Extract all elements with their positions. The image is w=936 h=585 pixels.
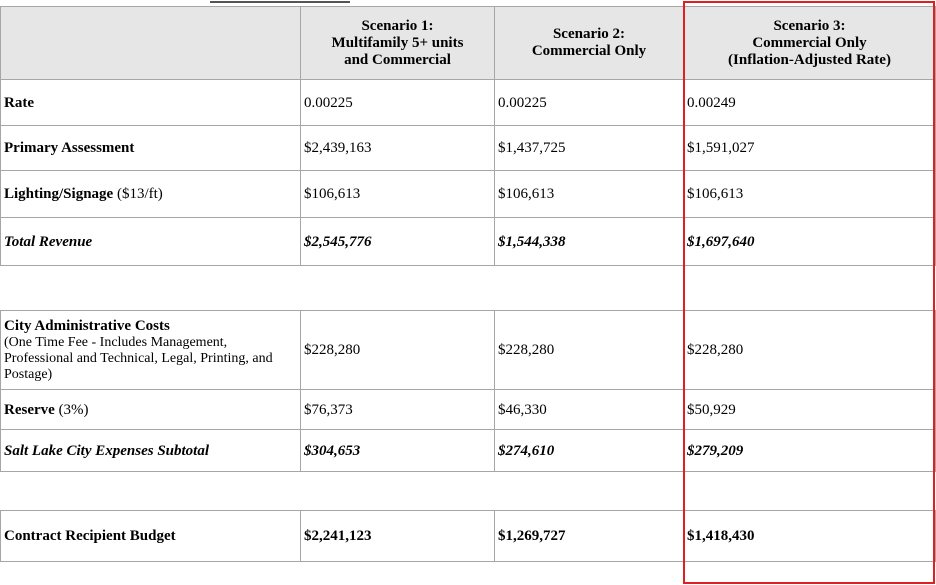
- spacer-cell: [0, 265, 301, 311]
- row-label: Reserve: [4, 401, 55, 418]
- row-label: Primary Assessment: [0, 125, 301, 171]
- row-note: (One Time Fee - Includes Management, Pro…: [4, 335, 273, 382]
- cell-scenario-2: $106,613: [494, 170, 684, 218]
- cell-scenario-1: $106,613: [300, 170, 495, 218]
- header-scenario-1: Scenario 1: Multifamily 5+ units and Com…: [300, 6, 495, 80]
- cell-scenario-3: $228,280: [683, 310, 936, 390]
- row-primary-assessment: Primary Assessment $2,439,163 $1,437,725…: [0, 125, 936, 171]
- cell-scenario-1: $2,439,163: [300, 125, 495, 171]
- row-label: Lighting/Signage: [4, 186, 114, 202]
- cell-scenario-3: $50,929: [683, 389, 936, 430]
- cell-scenario-1: $304,653: [300, 429, 495, 472]
- row-lighting-signage: Lighting/Signage ($13/ft) $106,613 $106,…: [0, 170, 936, 218]
- row-label: City Administrative Costs: [4, 318, 170, 334]
- row-total-revenue: Total Revenue $2,545,776 $1,544,338 $1,6…: [0, 217, 936, 266]
- cell-scenario-2: 0.00225: [494, 79, 684, 126]
- cell-scenario-2: $228,280: [494, 310, 684, 390]
- spacer-cell: [494, 471, 684, 511]
- cell-scenario-3: $1,418,430: [683, 510, 936, 562]
- row-label: Salt Lake City Expenses Subtotal: [0, 429, 301, 472]
- spacer-cell: [300, 471, 495, 511]
- cell-scenario-2: $1,269,727: [494, 510, 684, 562]
- spacer-cell: [683, 265, 936, 311]
- spacer-row: [0, 265, 936, 311]
- cell-scenario-1: $228,280: [300, 310, 495, 390]
- row-label: Contract Recipient Budget: [0, 510, 301, 562]
- row-rate: Rate 0.00225 0.00225 0.00249: [0, 79, 936, 126]
- header-row: Scenario 1: Multifamily 5+ units and Com…: [0, 6, 936, 80]
- row-reserve: Reserve (3%) $76,373 $46,330 $50,929: [0, 389, 936, 430]
- cell-scenario-1: $2,241,123: [300, 510, 495, 562]
- budget-scenarios-table: Scenario 1: Multifamily 5+ units and Com…: [0, 6, 936, 562]
- row-label-cell: Reserve (3%): [0, 389, 301, 430]
- row-label-cell: Lighting/Signage ($13/ft): [0, 170, 301, 218]
- cell-scenario-2: $46,330: [494, 389, 684, 430]
- cell-scenario-1: $2,545,776: [300, 217, 495, 266]
- spacer-row: [0, 471, 936, 511]
- cell-scenario-2: $1,544,338: [494, 217, 684, 266]
- header-scenario-2: Scenario 2: Commercial Only: [494, 6, 684, 80]
- spacer-cell: [494, 265, 684, 311]
- cell-scenario-3: $1,697,640: [683, 217, 936, 266]
- row-note: ($13/ft): [113, 186, 163, 202]
- cell-scenario-1: 0.00225: [300, 79, 495, 126]
- row-note: (3%): [54, 401, 89, 418]
- cell-scenario-1: $76,373: [300, 389, 495, 430]
- cell-scenario-3: $106,613: [683, 170, 936, 218]
- spacer-cell: [683, 471, 936, 511]
- top-rule: [210, 1, 350, 3]
- cell-scenario-3: 0.00249: [683, 79, 936, 126]
- cell-scenario-2: $274,610: [494, 429, 684, 472]
- spacer-cell: [300, 265, 495, 311]
- header-corner: [0, 6, 301, 80]
- cell-scenario-2: $1,437,725: [494, 125, 684, 171]
- row-expenses-subtotal: Salt Lake City Expenses Subtotal $304,65…: [0, 429, 936, 472]
- cell-scenario-3: $279,209: [683, 429, 936, 472]
- row-contract-recipient-budget: Contract Recipient Budget $2,241,123 $1,…: [0, 510, 936, 562]
- row-label-cell: City Administrative Costs (One Time Fee -…: [0, 310, 301, 390]
- row-label: Total Revenue: [0, 217, 301, 266]
- spacer-cell: [0, 471, 301, 511]
- row-label: Rate: [0, 79, 301, 126]
- header-scenario-3: Scenario 3: Commercial Only (Inflation-A…: [683, 6, 936, 80]
- row-city-administrative-costs: City Administrative Costs (One Time Fee -…: [0, 310, 936, 390]
- cell-scenario-3: $1,591,027: [683, 125, 936, 171]
